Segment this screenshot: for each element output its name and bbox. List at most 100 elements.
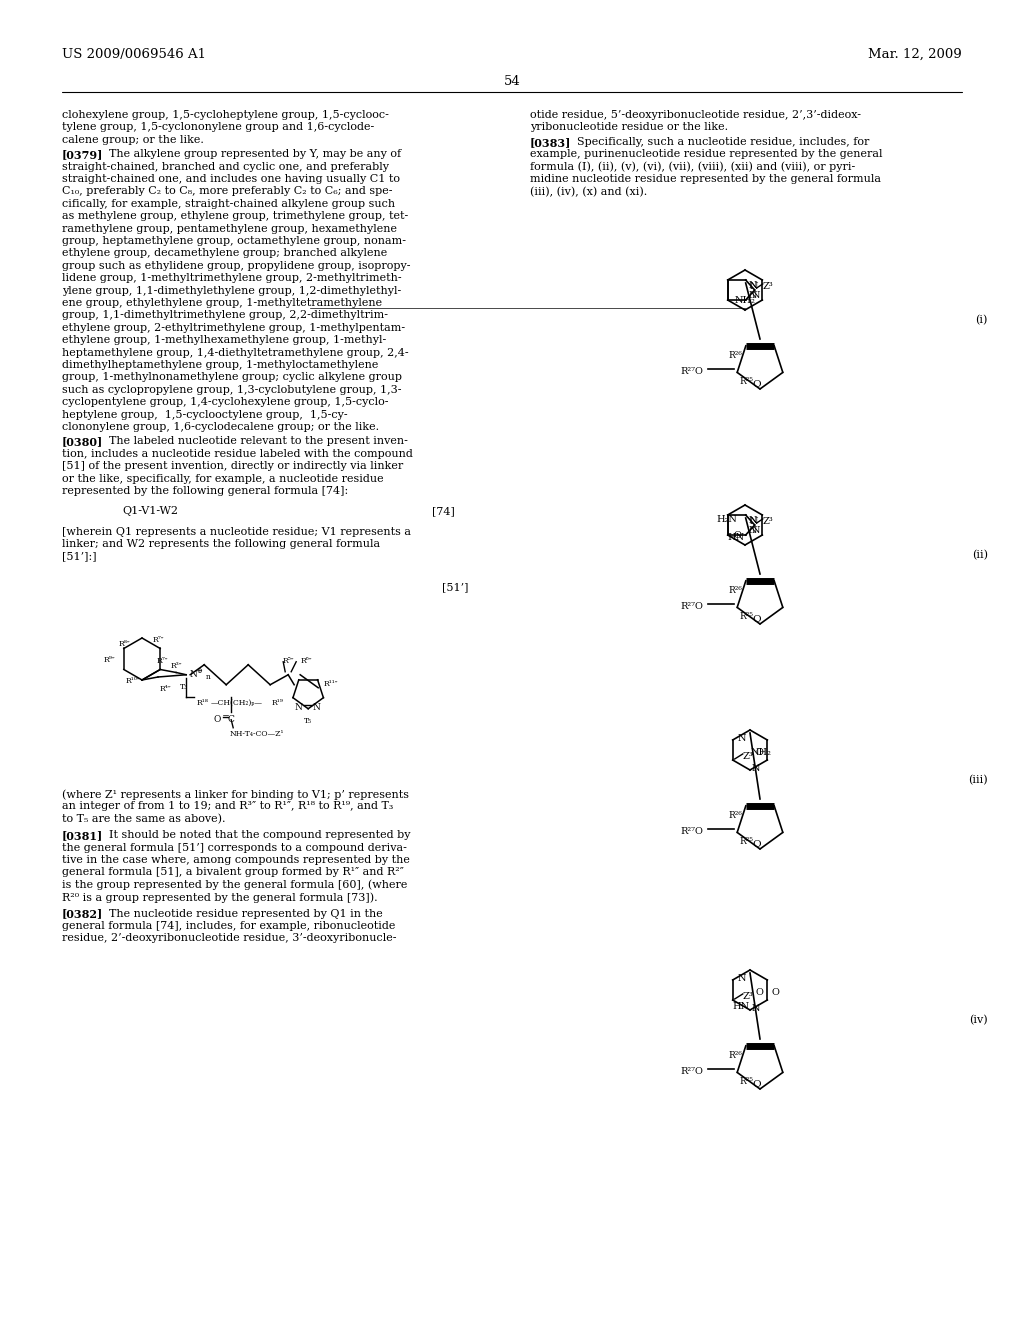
Text: dimethylheptamethylene group, 1-methyloctamethylene: dimethylheptamethylene group, 1-methyloc… — [62, 360, 379, 370]
Text: (iii), (iv), (x) and (xi).: (iii), (iv), (x) and (xi). — [530, 186, 647, 197]
Text: O: O — [756, 748, 763, 756]
Text: H₂N: H₂N — [716, 515, 737, 524]
Text: HN: HN — [732, 1002, 750, 1011]
Text: tive in the case where, among compounds represented by the: tive in the case where, among compounds … — [62, 855, 410, 865]
Text: such as cyclopropylene group, 1,3-cyclobutylene group, 1,3-: such as cyclopropylene group, 1,3-cyclob… — [62, 385, 401, 395]
Text: N: N — [752, 525, 761, 535]
Text: tylene group, 1,5-cyclononylene group and 1,6-cyclode-: tylene group, 1,5-cyclononylene group an… — [62, 123, 374, 132]
Text: R²⁵: R²⁵ — [739, 1077, 754, 1086]
Text: R⁷″: R⁷″ — [157, 657, 168, 665]
Text: R¹⁹: R¹⁹ — [271, 698, 283, 706]
Text: (iv): (iv) — [970, 1015, 988, 1026]
Text: N: N — [749, 290, 757, 300]
Text: 54: 54 — [504, 75, 520, 88]
Text: It should be noted that the compound represented by: It should be noted that the compound rep… — [102, 830, 411, 841]
Text: n: n — [206, 673, 211, 681]
Text: Mar. 12, 2009: Mar. 12, 2009 — [868, 48, 962, 61]
Text: N: N — [294, 702, 302, 711]
Text: as methylene group, ethylene group, trimethylene group, tet-: as methylene group, ethylene group, trim… — [62, 211, 409, 222]
Text: residue, 2’-deoxyribonucleotide residue, 3’-deoxyribonucle-: residue, 2’-deoxyribonucleotide residue,… — [62, 933, 396, 944]
Text: cifically, for example, straight-chained alkylene group such: cifically, for example, straight-chained… — [62, 199, 395, 209]
Text: O: O — [753, 840, 761, 849]
Text: Z³: Z³ — [742, 993, 754, 1001]
Text: is the group represented by the general formula [60], (where: is the group represented by the general … — [62, 880, 408, 891]
Text: N: N — [752, 290, 761, 300]
Text: general formula [51], a bivalent group formed by R¹″ and R²″: general formula [51], a bivalent group f… — [62, 867, 403, 878]
Text: Z³: Z³ — [742, 752, 754, 762]
Text: lidene group, 1-methyltrimethylene group, 2-methyltrimeth-: lidene group, 1-methyltrimethylene group… — [62, 273, 401, 284]
Text: clohexylene group, 1,5-cycloheptylene group, 1,5-cyclooc-: clohexylene group, 1,5-cycloheptylene gr… — [62, 110, 389, 120]
Text: HN: HN — [727, 533, 744, 543]
Text: T₃: T₃ — [180, 682, 188, 690]
Text: N: N — [189, 669, 197, 678]
Text: O: O — [771, 987, 779, 997]
Text: R⁹″: R⁹″ — [104, 656, 116, 664]
Text: —CH(CH₂)ₚ—: —CH(CH₂)ₚ— — [210, 698, 262, 706]
Text: R⁸″: R⁸″ — [118, 640, 130, 648]
Text: The labeled nucleotide relevant to the present inven-: The labeled nucleotide relevant to the p… — [102, 437, 408, 446]
Text: the general formula [51’] corresponds to a compound deriva-: the general formula [51’] corresponds to… — [62, 842, 407, 853]
Text: NH-T₄-CO—Z¹: NH-T₄-CO—Z¹ — [229, 730, 284, 738]
Text: O: O — [756, 987, 763, 997]
Text: straight-chained one, and includes one having usually C1 to: straight-chained one, and includes one h… — [62, 174, 400, 183]
Text: group, 1-methylnonamethylene group; cyclic alkylene group: group, 1-methylnonamethylene group; cycl… — [62, 372, 402, 383]
Text: [51’]:]: [51’]:] — [62, 552, 96, 561]
Text: general formula [74], includes, for example, ribonucleotide: general formula [74], includes, for exam… — [62, 921, 395, 931]
Text: clononylene group, 1,6-cyclodecalene group; or the like.: clononylene group, 1,6-cyclodecalene gro… — [62, 422, 379, 432]
Text: [0380]: [0380] — [62, 437, 103, 447]
Text: ethylene group, decamethylene group; branched alkylene: ethylene group, decamethylene group; bra… — [62, 248, 387, 259]
Text: R²⁷O: R²⁷O — [680, 1067, 702, 1076]
Text: heptylene group,  1,5-cyclooctylene group,  1,5-cy-: heptylene group, 1,5-cyclooctylene group… — [62, 409, 347, 420]
Text: ene group, ethylethylene group, 1-methyltetramethylene: ene group, ethylethylene group, 1-methyl… — [62, 298, 382, 308]
Text: yribonucleotide residue or the like.: yribonucleotide residue or the like. — [530, 123, 728, 132]
Text: N: N — [749, 281, 757, 290]
Text: otide residue, 5’-deoxyribonucleotide residue, 2’,3’-dideox-: otide residue, 5’-deoxyribonucleotide re… — [530, 110, 861, 120]
Text: ethylene group, 2-ethyltrimethylene group, 1-methylpentam-: ethylene group, 2-ethyltrimethylene grou… — [62, 323, 406, 333]
Text: [74]: [74] — [432, 507, 455, 516]
Text: Specifically, such a nucleotide residue, includes, for: Specifically, such a nucleotide residue,… — [570, 137, 869, 147]
Text: [51’]: [51’] — [442, 582, 469, 591]
Text: O: O — [214, 714, 221, 723]
Text: an integer of from 1 to 19; and R³″ to R¹″, R¹⁸ to R¹⁹, and T₃: an integer of from 1 to 19; and R³″ to R… — [62, 801, 393, 812]
Text: N: N — [737, 974, 746, 983]
Text: group, 1,1-dimethyltrimethylene group, 2,2-dimethyltrim-: group, 1,1-dimethyltrimethylene group, 2… — [62, 310, 388, 321]
Text: R²⁶: R²⁶ — [728, 1051, 742, 1060]
Text: (ii): (ii) — [972, 550, 988, 560]
Text: ethylene group, 1-methylhexamethylene group, 1-methyl-: ethylene group, 1-methylhexamethylene gr… — [62, 335, 386, 346]
Text: represented by the following general formula [74]:: represented by the following general for… — [62, 486, 348, 496]
Text: R⁴″: R⁴″ — [160, 685, 172, 693]
Text: N: N — [749, 525, 757, 535]
Text: N: N — [752, 1005, 761, 1012]
Text: NH₂: NH₂ — [734, 296, 756, 305]
Text: [0379]: [0379] — [62, 149, 103, 160]
Text: R²⁵: R²⁵ — [739, 837, 754, 846]
Text: Q1-V1-W2: Q1-V1-W2 — [122, 507, 178, 516]
Text: O: O — [753, 380, 761, 389]
Text: R²⁵: R²⁵ — [739, 378, 754, 387]
Text: (i): (i) — [976, 315, 988, 325]
Text: R²⁶: R²⁶ — [728, 586, 742, 594]
Text: R⁵″: R⁵″ — [283, 657, 294, 665]
Text: The nucleotide residue represented by Q1 in the: The nucleotide residue represented by Q1… — [102, 908, 383, 919]
Text: R²⁵: R²⁵ — [739, 612, 754, 622]
Text: R⁷″: R⁷″ — [153, 636, 164, 644]
Text: R²⁷O: R²⁷O — [680, 828, 702, 836]
Text: ⊕: ⊕ — [197, 667, 202, 675]
Text: R²⁷O: R²⁷O — [680, 367, 702, 376]
Text: [0381]: [0381] — [62, 830, 103, 841]
Text: O: O — [733, 531, 741, 540]
Text: N: N — [312, 702, 321, 711]
Text: straight-chained, branched and cyclic one, and preferably: straight-chained, branched and cyclic on… — [62, 161, 389, 172]
Text: [0383]: [0383] — [530, 137, 571, 148]
Text: R²⁷O: R²⁷O — [680, 602, 702, 611]
Text: Z³: Z³ — [763, 282, 773, 290]
Text: N: N — [749, 516, 757, 525]
Text: calene group; or the like.: calene group; or the like. — [62, 135, 204, 145]
Text: US 2009/0069546 A1: US 2009/0069546 A1 — [62, 48, 206, 61]
Text: R²⁶: R²⁶ — [728, 351, 742, 359]
Text: [0382]: [0382] — [62, 908, 103, 920]
Text: Z³: Z³ — [763, 517, 773, 525]
Text: ramethylene group, pentamethylene group, hexamethylene: ramethylene group, pentamethylene group,… — [62, 223, 397, 234]
Text: N: N — [752, 764, 761, 774]
Text: C: C — [227, 714, 234, 723]
